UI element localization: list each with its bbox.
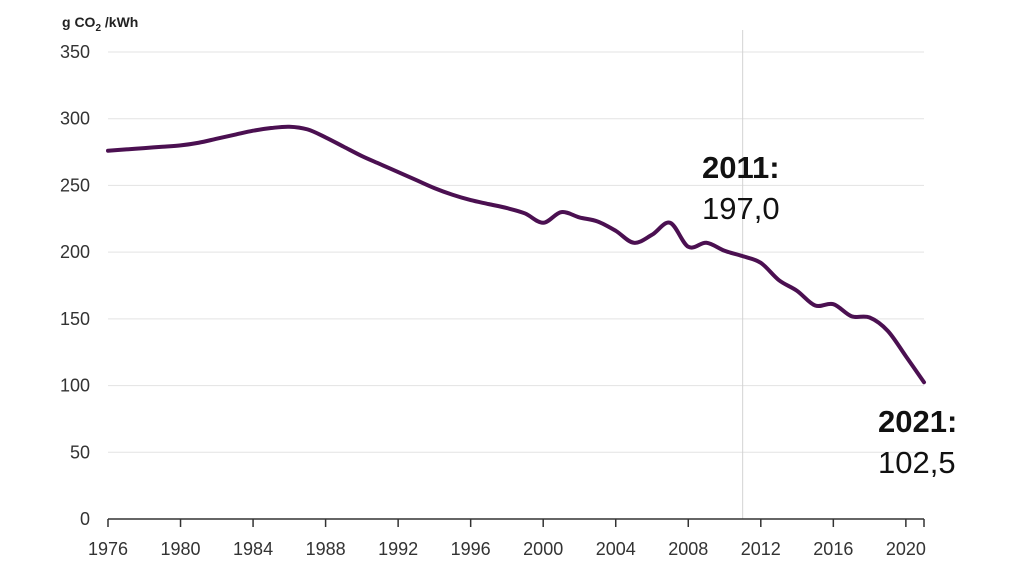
x-tick-label: 2012	[741, 539, 781, 559]
x-tick-label: 1996	[451, 539, 491, 559]
y-tick-label: 200	[60, 242, 90, 262]
x-tick-label: 1980	[161, 539, 201, 559]
y-axis-label: g CO2 /kWh	[62, 14, 138, 34]
y-axis-label-main: g CO	[62, 14, 96, 30]
y-axis-ticks: 0 50 100 150 200 250 300 350	[60, 42, 90, 529]
y-tick-label: 50	[70, 442, 90, 462]
y-tick-label: 250	[60, 175, 90, 195]
x-tick-label: 1988	[306, 539, 346, 559]
x-tick-label: 2020	[886, 539, 926, 559]
y-tick-label: 150	[60, 309, 90, 329]
annotation-2021-value: 102,5	[878, 445, 956, 480]
y-tick-label: 300	[60, 109, 90, 129]
y-tick-label: 100	[60, 376, 90, 396]
y-axis-label-subscript: 2	[95, 23, 101, 34]
x-tick-label: 2004	[596, 539, 636, 559]
x-tick-label: 2016	[813, 539, 853, 559]
x-tick-label: 1992	[378, 539, 418, 559]
gridlines	[108, 51, 924, 453]
annotation-2021-label: 2021:	[878, 404, 957, 439]
y-axis-label-unit: /kWh	[101, 14, 138, 30]
y-tick-label: 0	[80, 509, 90, 529]
annotation-2011-label: 2011:	[702, 150, 780, 185]
x-tick-label: 2008	[668, 539, 708, 559]
x-tick-label: 1976	[88, 539, 128, 559]
x-tick-label: 2000	[523, 539, 563, 559]
x-tick-label: 1984	[233, 539, 273, 559]
x-axis-ticks: 1976 1980 1984 1988 1992 1996 2000 2004 2008 2012…	[88, 519, 926, 559]
series-line-co2-intensity	[106, 124, 926, 385]
annotation-2011-value: 197,0	[702, 191, 780, 226]
y-tick-label: 350	[60, 42, 90, 62]
